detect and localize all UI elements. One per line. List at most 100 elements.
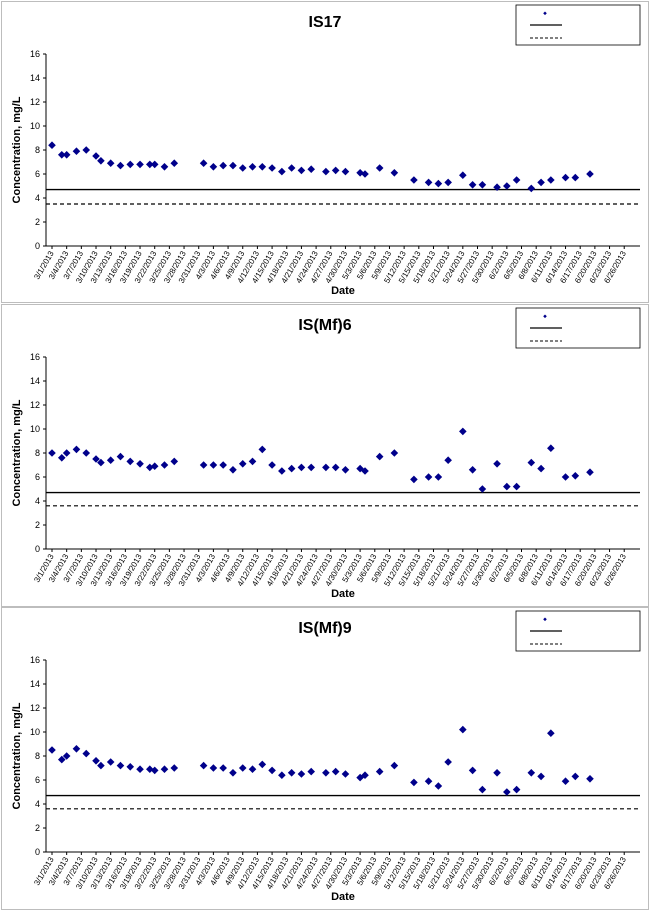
data-point <box>170 159 179 167</box>
data-point <box>170 457 179 466</box>
data-point <box>561 173 570 182</box>
data-point <box>410 475 418 484</box>
data-point <box>160 461 169 469</box>
data-point <box>459 171 467 179</box>
data-point <box>126 763 135 771</box>
data-point <box>571 472 580 480</box>
data-point <box>468 181 477 189</box>
data-point <box>297 770 306 778</box>
data-point <box>72 445 81 454</box>
data-point <box>390 449 399 457</box>
legend <box>515 4 641 46</box>
data-point <box>547 444 555 452</box>
data-point <box>199 159 208 167</box>
data-point <box>361 467 369 475</box>
chart-svg: IS(Mf)902468101214163/1/20133/4/20133/7/… <box>11 610 641 903</box>
data-point <box>361 170 369 178</box>
data-point <box>82 146 91 154</box>
data-point <box>434 179 443 188</box>
data-point <box>424 178 433 187</box>
y-tick-label: 14 <box>30 679 40 689</box>
data-point <box>297 463 306 472</box>
data-point <box>375 452 384 461</box>
data-point <box>106 456 115 464</box>
data-point <box>503 482 511 491</box>
data-point <box>106 159 115 167</box>
data-point <box>527 458 536 467</box>
y-axis-label: Concentration, mg/L <box>11 399 23 506</box>
x-axis-label: Date <box>331 588 355 600</box>
data-point <box>248 163 257 171</box>
data-point <box>537 464 545 473</box>
data-point <box>361 771 369 779</box>
data-point <box>287 769 296 777</box>
data-point <box>238 764 247 772</box>
data-point <box>478 181 487 189</box>
data-point <box>62 449 71 457</box>
data-point <box>116 761 125 770</box>
data-point <box>322 167 330 176</box>
chart-panel-is17: IS17 0 2 4 6 8 10 12 14 16 3/1/2013 3/4/2013 3/7/201… <box>1 1 649 303</box>
data-point <box>493 769 501 777</box>
data-point <box>434 782 443 790</box>
data-point <box>561 473 570 481</box>
data-point <box>586 468 594 476</box>
data-point <box>57 755 66 764</box>
y-tick-label: 12 <box>30 703 40 713</box>
data-point <box>170 764 179 772</box>
chart-title: IS17 <box>309 14 342 31</box>
data-point <box>547 176 555 184</box>
data-point <box>444 758 452 766</box>
y-tick-label: 12 <box>30 400 40 410</box>
y-tick-label: 6 <box>35 472 40 482</box>
data-point <box>150 462 159 470</box>
data-point <box>537 772 545 781</box>
data-point <box>72 745 81 753</box>
chart-svg: IS(Mf)602468101214163/1/20133/4/20133/7/… <box>11 307 641 600</box>
data-point <box>219 461 227 469</box>
data-point <box>248 765 257 773</box>
data-point <box>57 454 66 462</box>
y-tick-label: 4 <box>35 193 40 203</box>
data-point <box>238 164 247 172</box>
data-point <box>307 463 316 472</box>
data-point <box>424 777 433 785</box>
data-point <box>410 176 418 184</box>
data-point <box>126 457 135 466</box>
y-tick-label: 10 <box>30 121 40 131</box>
data-point <box>586 775 594 783</box>
data-point <box>160 163 169 171</box>
legend-marker <box>543 314 547 319</box>
y-tick-label: 6 <box>35 169 40 179</box>
data-point <box>390 761 399 770</box>
data-point <box>82 449 91 457</box>
y-tick-label: 14 <box>30 73 40 83</box>
data-point <box>219 161 227 170</box>
data-point <box>82 749 91 758</box>
data-point <box>424 473 433 481</box>
data-point <box>527 184 536 193</box>
data-point <box>258 760 267 769</box>
data-point <box>248 457 257 466</box>
data-point <box>219 764 227 772</box>
data-point <box>307 767 316 776</box>
data-point <box>238 460 247 468</box>
chart-title: IS(Mf)9 <box>298 620 351 637</box>
data-point <box>493 183 501 191</box>
data-point <box>468 766 477 775</box>
y-tick-label: 14 <box>30 376 40 386</box>
chart-svg: IS1702468101214163/1/20133/4/20133/7/201… <box>11 4 641 297</box>
data-point <box>97 157 105 165</box>
data-point <box>278 467 286 475</box>
y-tick-label: 8 <box>35 751 40 761</box>
data-point <box>116 452 125 461</box>
data-point <box>341 466 350 474</box>
y-tick-label: 8 <box>35 448 40 458</box>
data-point <box>444 456 452 464</box>
data-point <box>97 458 105 467</box>
data-point <box>478 785 487 794</box>
data-point <box>356 169 364 177</box>
y-tick-label: 4 <box>35 496 40 506</box>
data-point <box>571 772 580 781</box>
data-point <box>356 773 364 782</box>
